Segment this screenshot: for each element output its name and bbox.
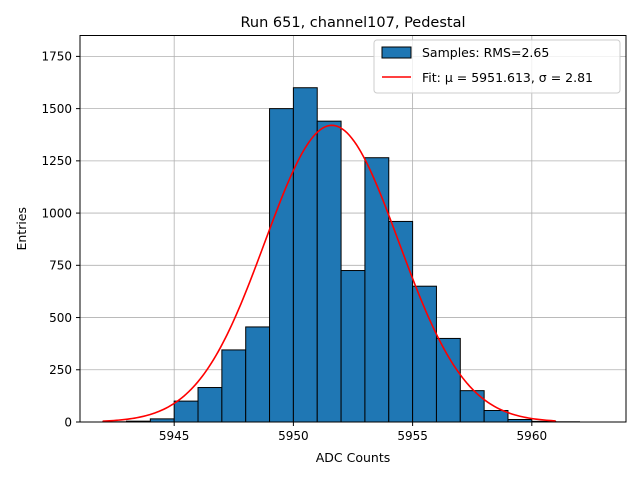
histogram-bar [364, 157, 390, 423]
x-axis-label: ADC Counts [316, 450, 391, 465]
histogram-bar [173, 400, 199, 423]
histogram-bar [316, 120, 342, 423]
fit-curve [102, 124, 556, 422]
x-axis-ticks: 5945 5950 5955 5960 [159, 422, 547, 443]
y-tick-label: 250 [49, 363, 72, 377]
y-axis-label: Entries [14, 207, 29, 251]
x-tick-label: 5945 [159, 429, 190, 443]
y-tick-label: 1000 [41, 206, 72, 220]
legend-label-samples: Samples: RMS=2.65 [422, 45, 549, 60]
y-tick-label: 1250 [41, 154, 72, 168]
y-tick-label: 0 [64, 415, 72, 429]
histogram-bar [435, 337, 461, 423]
histogram-bar [340, 270, 366, 423]
histogram-bar [269, 108, 294, 423]
histogram-bar [245, 326, 271, 423]
histogram-bar [459, 390, 485, 423]
y-tick-label: 1750 [41, 50, 72, 64]
y-tick-label: 750 [49, 259, 72, 273]
histogram-bar [483, 410, 509, 423]
x-tick-label: 5960 [517, 429, 548, 443]
legend-label-fit: Fit: μ = 5951.613, σ = 2.81 [422, 70, 593, 85]
histogram-bar [221, 349, 247, 423]
plot-frame [79, 35, 627, 423]
legend: Samples: RMS=2.65 Fit: μ = 5951.613, σ =… [373, 39, 621, 94]
histogram-bar [292, 87, 318, 423]
y-axis-ticks: 0 250 500 750 1000 1250 1500 1750 [41, 50, 80, 429]
y-tick-label: 1500 [41, 102, 72, 116]
legend-box [373, 39, 621, 94]
histogram-bar [388, 220, 414, 423]
y-tick-label: 500 [49, 311, 72, 325]
x-tick-label: 5955 [397, 429, 428, 443]
chart-title: Run 651, channel107, Pedestal [240, 15, 465, 31]
legend-swatch-samples [381, 46, 412, 59]
histogram-bar [197, 387, 223, 423]
x-tick-label: 5950 [278, 429, 309, 443]
